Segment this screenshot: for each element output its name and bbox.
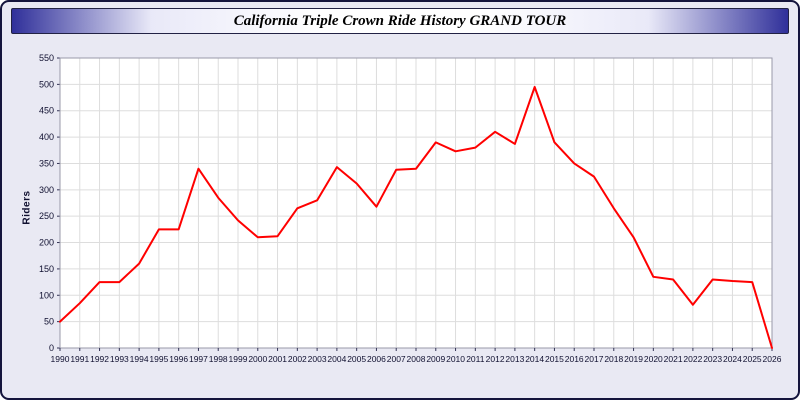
svg-text:2009: 2009 — [426, 354, 445, 364]
svg-text:2000: 2000 — [248, 354, 267, 364]
svg-text:2025: 2025 — [743, 354, 762, 364]
svg-text:250: 250 — [39, 211, 54, 221]
svg-text:2001: 2001 — [268, 354, 287, 364]
svg-text:1996: 1996 — [169, 354, 188, 364]
svg-text:400: 400 — [39, 132, 54, 142]
svg-text:350: 350 — [39, 158, 54, 168]
chart-area: Riders 0 50 100 150 200 250 300 350 400 450 500 550… — [12, 42, 792, 394]
svg-text:2026: 2026 — [763, 354, 782, 364]
svg-text:2024: 2024 — [723, 354, 742, 364]
svg-text:50: 50 — [44, 317, 54, 327]
svg-text:2020: 2020 — [644, 354, 663, 364]
svg-text:1995: 1995 — [149, 354, 168, 364]
chart-title-bar: California Triple Crown Ride History GRA… — [11, 8, 789, 34]
svg-text:2013: 2013 — [505, 354, 524, 364]
svg-text:2016: 2016 — [565, 354, 584, 364]
svg-text:1991: 1991 — [70, 354, 89, 364]
svg-text:2022: 2022 — [683, 354, 702, 364]
svg-text:1992: 1992 — [90, 354, 109, 364]
svg-text:100: 100 — [39, 290, 54, 300]
chart-title: California Triple Crown Ride History GRA… — [233, 12, 567, 29]
y-axis-label: Riders — [21, 190, 33, 225]
svg-text:550: 550 — [39, 53, 54, 63]
svg-text:1998: 1998 — [209, 354, 228, 364]
svg-text:1999: 1999 — [229, 354, 248, 364]
svg-text:2021: 2021 — [664, 354, 683, 364]
svg-text:2011: 2011 — [466, 354, 485, 364]
svg-text:2023: 2023 — [703, 354, 722, 364]
svg-text:2015: 2015 — [545, 354, 564, 364]
svg-text:2018: 2018 — [604, 354, 623, 364]
svg-text:2017: 2017 — [585, 354, 604, 364]
svg-text:500: 500 — [39, 79, 54, 89]
svg-text:2012: 2012 — [486, 354, 505, 364]
svg-text:200: 200 — [39, 238, 54, 248]
svg-text:2010: 2010 — [446, 354, 465, 364]
svg-text:2002: 2002 — [288, 354, 307, 364]
svg-text:150: 150 — [39, 264, 54, 274]
svg-text:2007: 2007 — [387, 354, 406, 364]
svg-text:2019: 2019 — [624, 354, 643, 364]
svg-text:2006: 2006 — [367, 354, 386, 364]
svg-text:1997: 1997 — [189, 354, 208, 364]
svg-text:0: 0 — [49, 343, 54, 353]
svg-text:450: 450 — [39, 106, 54, 116]
svg-text:2003: 2003 — [308, 354, 327, 364]
svg-text:300: 300 — [39, 185, 54, 195]
svg-text:2005: 2005 — [347, 354, 366, 364]
svg-text:1993: 1993 — [110, 354, 129, 364]
svg-text:2004: 2004 — [327, 354, 346, 364]
svg-text:1990: 1990 — [51, 354, 70, 364]
svg-text:2008: 2008 — [407, 354, 426, 364]
svg-text:1994: 1994 — [130, 354, 149, 364]
svg-text:2014: 2014 — [525, 354, 544, 364]
